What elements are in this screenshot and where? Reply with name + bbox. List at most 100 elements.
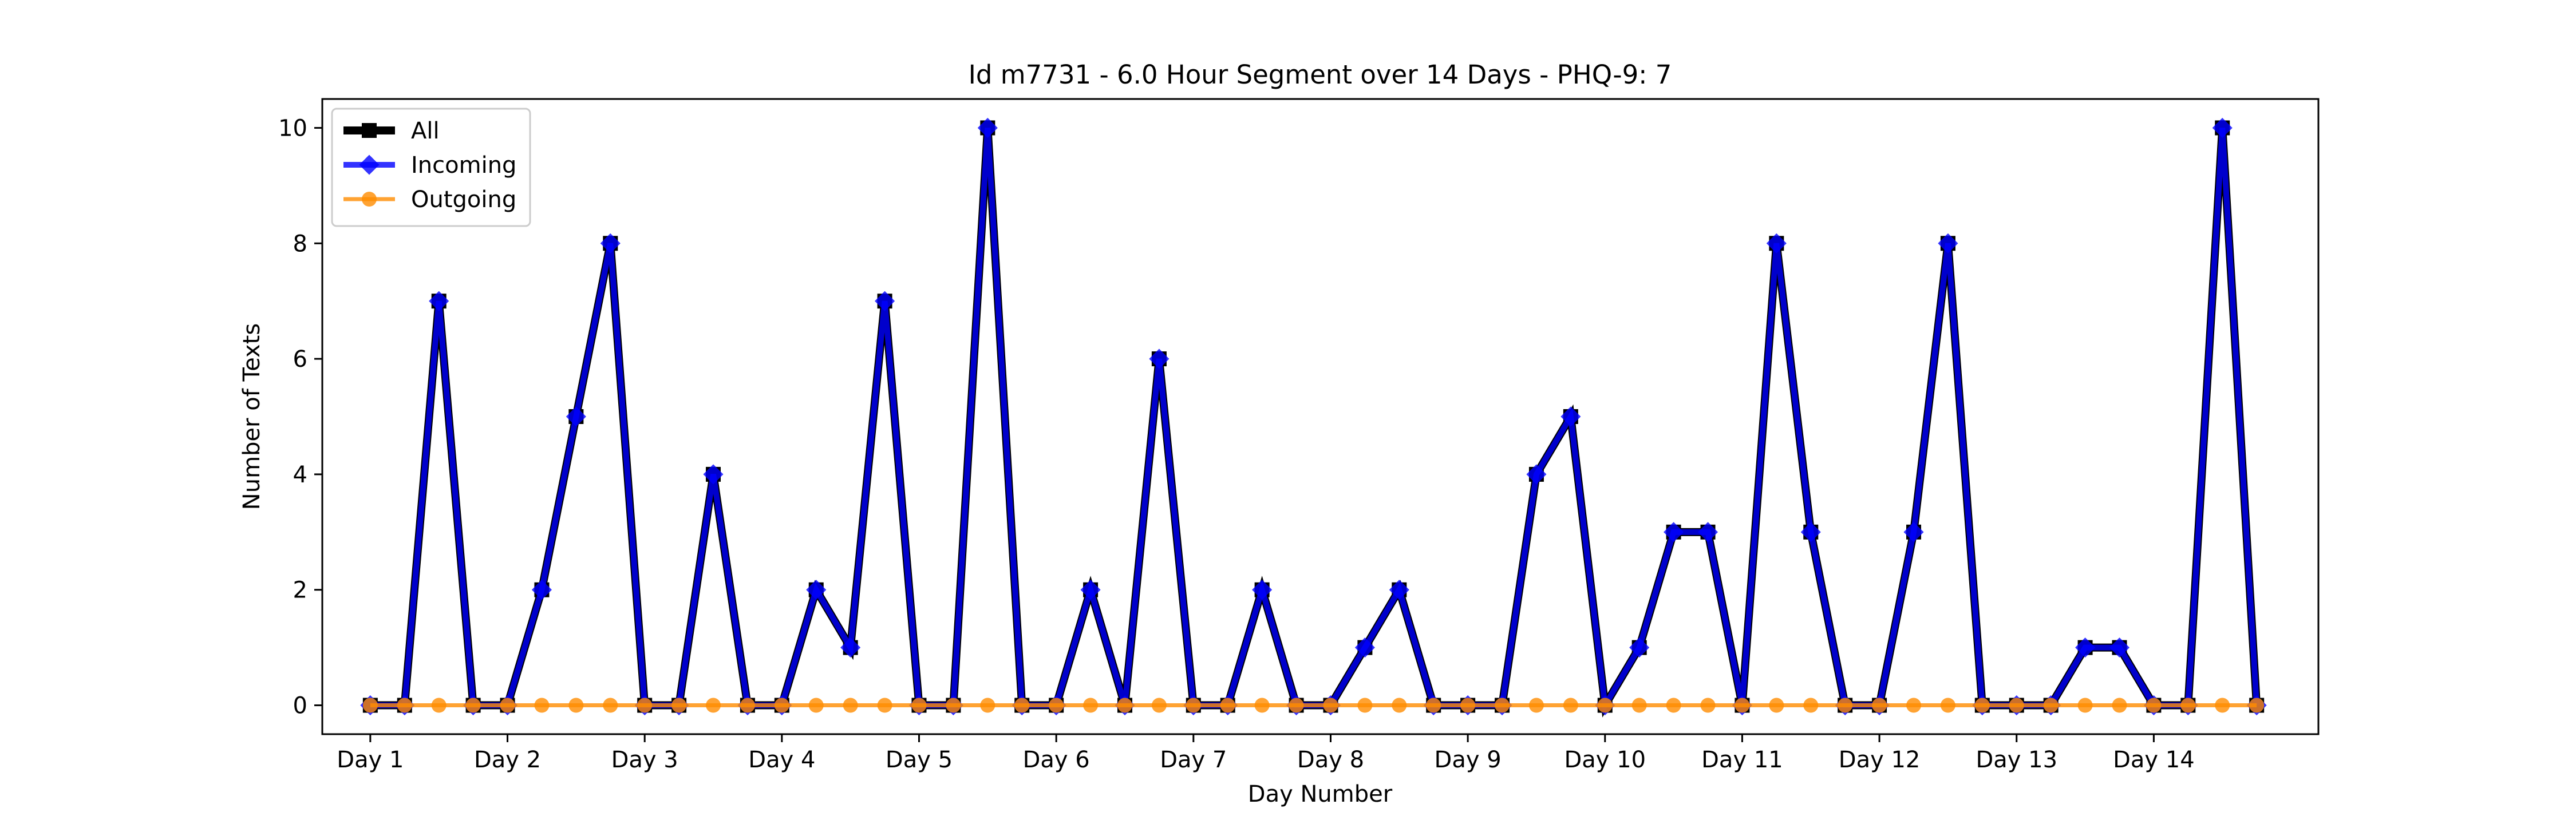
data-point-incoming bbox=[2109, 637, 2130, 658]
data-point-outgoing bbox=[1631, 698, 1647, 713]
data-point-outgoing bbox=[1528, 698, 1544, 713]
y-tick-label: 0 bbox=[293, 693, 307, 719]
chart-title: Id m7731 - 6.0 Hour Segment over 14 Days… bbox=[969, 60, 1672, 90]
data-point-incoming bbox=[1697, 522, 1718, 542]
data-point-incoming bbox=[600, 233, 621, 253]
data-point-outgoing bbox=[911, 698, 927, 713]
data-point-outgoing bbox=[808, 698, 824, 713]
data-point-outgoing bbox=[2215, 698, 2230, 713]
data-point-incoming bbox=[1938, 233, 1958, 253]
legend-swatch-marker bbox=[362, 192, 377, 207]
data-point-outgoing bbox=[1700, 698, 1716, 713]
data-point-outgoing bbox=[1872, 698, 1887, 713]
legend-box bbox=[331, 108, 531, 227]
data-point-outgoing bbox=[1392, 698, 1407, 713]
data-point-outgoing bbox=[2112, 698, 2127, 713]
data-point-incoming bbox=[1526, 464, 1547, 485]
data-point-outgoing bbox=[2009, 698, 2024, 713]
y-tick-label: 4 bbox=[293, 462, 307, 488]
y-tick-label: 6 bbox=[293, 346, 307, 373]
data-point-outgoing bbox=[1906, 698, 1922, 713]
x-tick-label: Day 11 bbox=[1701, 747, 1783, 773]
data-point-outgoing bbox=[1563, 698, 1578, 713]
data-point-outgoing bbox=[980, 698, 995, 713]
data-point-outgoing bbox=[877, 698, 892, 713]
data-point-incoming bbox=[1080, 580, 1101, 600]
data-point-incoming bbox=[1664, 522, 1684, 542]
y-tick-label: 2 bbox=[293, 577, 307, 604]
data-point-outgoing bbox=[1289, 698, 1304, 713]
data-point-outgoing bbox=[774, 698, 789, 713]
data-point-outgoing bbox=[1597, 698, 1613, 713]
data-point-outgoing bbox=[397, 698, 412, 713]
x-tick-label: Day 12 bbox=[1839, 747, 1921, 773]
x-axis: Day 1 Day 2 Day 3 Day 4 Day 5 Day 6 Day 7 Day 8… bbox=[337, 734, 2195, 773]
data-point-outgoing bbox=[534, 698, 550, 713]
data-point-outgoing bbox=[1495, 698, 1510, 713]
data-point-outgoing bbox=[1220, 698, 1235, 713]
legend-label: Incoming bbox=[411, 152, 516, 179]
data-point-incoming bbox=[429, 291, 449, 311]
x-tick-label: Day 3 bbox=[611, 747, 678, 773]
data-point-incoming bbox=[1629, 637, 1650, 658]
x-tick-label: Day 7 bbox=[1160, 747, 1227, 773]
data-point-outgoing bbox=[2043, 698, 2059, 713]
data-point-incoming bbox=[977, 117, 998, 138]
x-tick-label: Day 5 bbox=[886, 747, 953, 773]
data-point-outgoing bbox=[603, 698, 618, 713]
data-point-incoming bbox=[1389, 580, 1409, 600]
data-point-outgoing bbox=[500, 698, 515, 713]
data-point-outgoing bbox=[1049, 698, 1064, 713]
data-point-outgoing bbox=[1083, 698, 1099, 713]
data-point-outgoing bbox=[1666, 698, 1681, 713]
data-point-outgoing bbox=[946, 698, 961, 713]
legend-item-all: All bbox=[343, 118, 440, 144]
data-point-outgoing bbox=[465, 698, 481, 713]
data-point-outgoing bbox=[1186, 698, 1201, 713]
y-axis-label: Number of Texts bbox=[239, 323, 265, 510]
data-point-outgoing bbox=[1323, 698, 1338, 713]
data-point-outgoing bbox=[568, 698, 584, 713]
data-point-outgoing bbox=[1838, 698, 1853, 713]
x-tick-label: Day 4 bbox=[748, 747, 815, 773]
y-axis: 0 2 4 6 8 10 bbox=[278, 115, 322, 719]
legend-item-outgoing: Outgoing bbox=[343, 187, 516, 213]
data-point-outgoing bbox=[1940, 698, 1955, 713]
data-point-outgoing bbox=[1151, 698, 1167, 713]
data-point-incoming bbox=[1252, 580, 1273, 600]
data-point-incoming bbox=[1560, 406, 1581, 427]
data-point-outgoing bbox=[362, 698, 378, 713]
data-point-incoming bbox=[1354, 637, 1375, 658]
data-point-outgoing bbox=[1974, 698, 1990, 713]
data-point-incoming bbox=[2212, 117, 2233, 138]
x-tick-label: Day 14 bbox=[2113, 747, 2195, 773]
data-point-outgoing bbox=[1117, 698, 1132, 713]
data-point-incoming bbox=[840, 637, 861, 658]
x-tick-label: Day 2 bbox=[474, 747, 541, 773]
data-point-incoming bbox=[703, 464, 724, 485]
data-point-outgoing bbox=[671, 698, 687, 713]
x-tick-label: Day 9 bbox=[1435, 747, 1502, 773]
x-axis-label: Day Number bbox=[1248, 781, 1393, 807]
x-tick-label: Day 8 bbox=[1297, 747, 1364, 773]
data-point-incoming bbox=[1800, 522, 1821, 542]
data-point-outgoing bbox=[2180, 698, 2196, 713]
data-point-outgoing bbox=[431, 698, 447, 713]
data-point-outgoing bbox=[637, 698, 653, 713]
x-tick-label: Day 13 bbox=[1976, 747, 2057, 773]
data-point-outgoing bbox=[706, 698, 721, 713]
y-tick-label: 10 bbox=[278, 115, 307, 141]
data-point-incoming bbox=[566, 406, 586, 427]
data-point-outgoing bbox=[2249, 698, 2265, 713]
data-point-outgoing bbox=[1803, 698, 1819, 713]
data-point-incoming bbox=[875, 291, 895, 311]
data-point-outgoing bbox=[1426, 698, 1441, 713]
data-point-outgoing bbox=[740, 698, 755, 713]
data-point-outgoing bbox=[1735, 698, 1750, 713]
y-tick-label: 8 bbox=[293, 231, 307, 257]
legend-swatch-marker bbox=[359, 154, 380, 175]
legend-item-incoming: Incoming bbox=[343, 152, 516, 179]
x-tick-label: Day 1 bbox=[337, 747, 404, 773]
data-point-incoming bbox=[1903, 522, 1924, 542]
